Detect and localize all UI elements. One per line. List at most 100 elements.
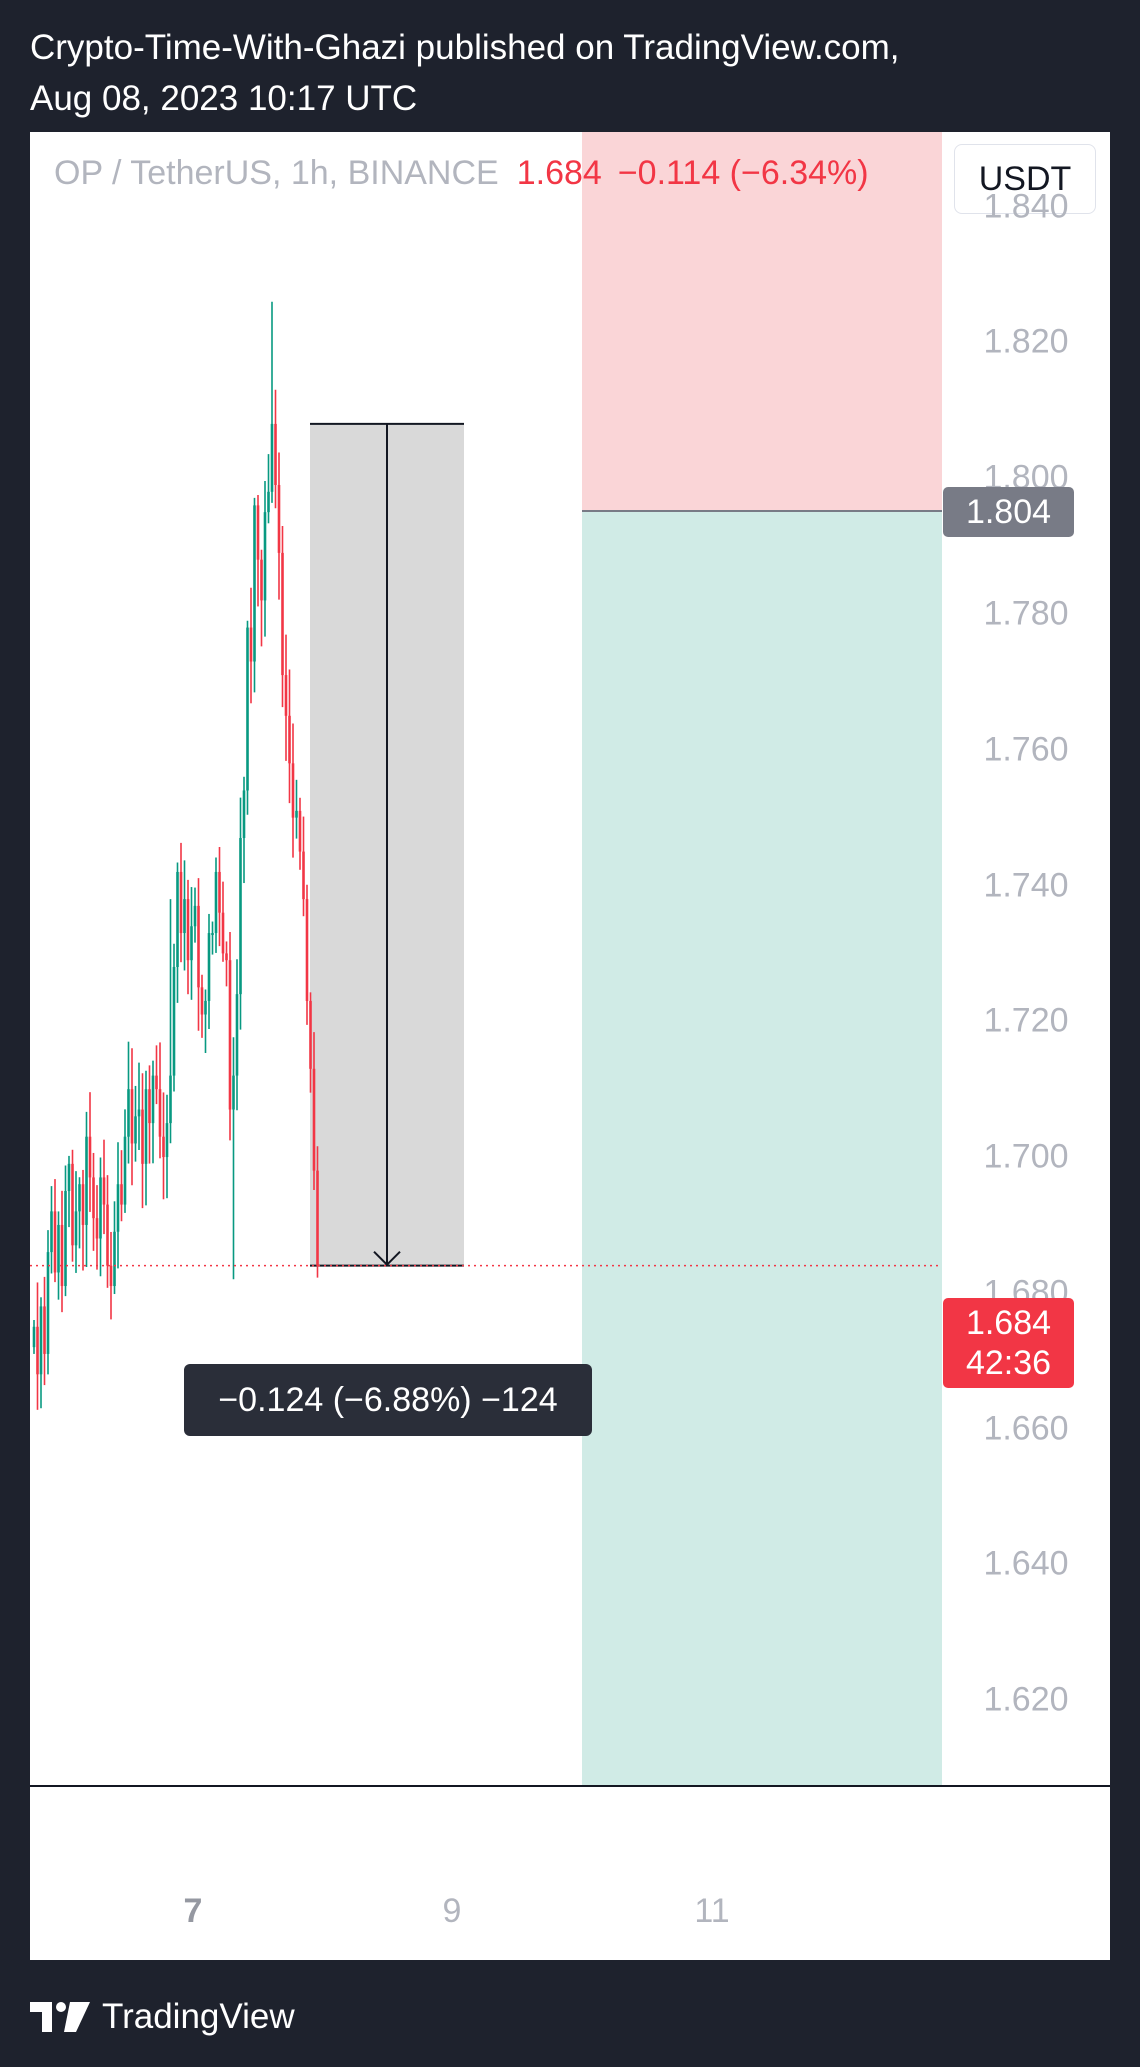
candle-body xyxy=(197,905,200,988)
candle-body xyxy=(277,485,281,553)
candle-body xyxy=(186,899,190,961)
symbol-last-price: 1.684 xyxy=(516,154,602,192)
candle-body xyxy=(113,1231,116,1287)
candle-body xyxy=(106,1204,109,1266)
candle-body xyxy=(148,1089,151,1124)
candle-body xyxy=(57,1224,60,1273)
candle-body xyxy=(298,810,302,852)
candle-body xyxy=(214,871,218,934)
candle-body xyxy=(239,838,242,995)
candle-body xyxy=(155,1075,158,1090)
candle-body xyxy=(260,559,263,601)
candle-body xyxy=(32,1326,36,1348)
candle-body xyxy=(246,627,249,791)
price-axis-tick: 1.760 xyxy=(983,730,1069,769)
short-stop-zone xyxy=(582,132,942,511)
chart-plot-area[interactable] xyxy=(30,132,942,1785)
candle-body xyxy=(232,1075,235,1110)
candle-body xyxy=(295,810,298,818)
candle-body xyxy=(102,1177,106,1205)
candle-body xyxy=(207,933,211,1001)
brand-name: TradingView xyxy=(102,1997,295,2036)
candle-body xyxy=(176,871,179,967)
level-price-tag: 1.804 xyxy=(943,487,1074,537)
candle-body xyxy=(50,1211,53,1253)
candle-body xyxy=(151,1075,155,1124)
candle-body xyxy=(158,1089,162,1137)
candle-body xyxy=(225,953,228,961)
candle-body xyxy=(190,926,193,961)
price-axis-tick: 1.640 xyxy=(983,1544,1069,1583)
candle-body xyxy=(249,627,253,662)
candle-body xyxy=(71,1163,74,1246)
candle-body xyxy=(193,905,197,927)
current-price-tag: 1.684 42:36 xyxy=(943,1298,1074,1388)
time-axis-tick: 9 xyxy=(442,1892,462,1930)
price-axis-tick: 1.660 xyxy=(983,1409,1069,1448)
candle-body xyxy=(316,1170,319,1266)
candle-body xyxy=(46,1252,50,1354)
price-axis-tick: 1.840 xyxy=(983,187,1069,226)
time-axis-divider xyxy=(30,1785,1110,1787)
candle-body xyxy=(78,1184,81,1212)
candle-body xyxy=(92,1177,95,1219)
candle-body xyxy=(130,1089,134,1144)
publication-author-line: Crypto-Time-With-Ghazi published on Trad… xyxy=(30,28,900,67)
candle-body xyxy=(99,1177,102,1239)
candle-body xyxy=(302,851,305,900)
candle-body xyxy=(312,1068,316,1171)
measure-arrow-head xyxy=(373,1250,401,1267)
candle-body xyxy=(211,933,214,936)
time-axis-tick: 11 xyxy=(694,1892,730,1930)
candle-body xyxy=(284,675,288,716)
price-axis-tick: 1.620 xyxy=(983,1680,1069,1719)
candle-body xyxy=(165,1123,169,1158)
candle-body xyxy=(267,491,270,513)
candlestick-chart xyxy=(30,301,942,1410)
candle-body xyxy=(253,505,256,662)
price-axis[interactable]: 1.840 1.820 1.800 1.780 1.760 1.740 1.720 1.700… xyxy=(942,132,1110,1785)
candle-body xyxy=(43,1306,46,1354)
candle-body xyxy=(242,790,246,839)
candle-body xyxy=(74,1211,78,1246)
candle-body xyxy=(116,1184,120,1232)
candle-body xyxy=(309,1000,312,1069)
candle-body xyxy=(123,1136,127,1205)
candle-body xyxy=(218,871,221,913)
publication-date: Aug 08, 2023 10:17 UTC xyxy=(30,79,418,118)
candle-body xyxy=(39,1306,43,1375)
short-target-zone xyxy=(582,511,942,1785)
candle-body xyxy=(36,1326,39,1375)
candle-body xyxy=(221,912,225,954)
candle-body xyxy=(281,552,284,676)
candle-body xyxy=(64,1191,67,1287)
candle-body xyxy=(134,1116,137,1144)
candle-body xyxy=(60,1224,64,1287)
chart-frame: OP / TetherUS, 1h, BINANCE 1.684 −0.114 (−… xyxy=(30,132,1110,1960)
candle-body xyxy=(204,1000,207,1015)
candle-body xyxy=(270,423,274,492)
currency-button[interactable]: USDT xyxy=(954,144,1096,214)
symbol-pair: OP / TetherUS, 1h, BINANCE xyxy=(54,154,499,192)
symbol-change: −0.114 (−6.34%) xyxy=(617,154,869,192)
candle-body xyxy=(288,715,291,764)
candle-body xyxy=(305,899,309,1001)
entry-level-line xyxy=(582,510,942,512)
time-axis-tick: 7 xyxy=(183,1892,203,1930)
candle-body xyxy=(109,1265,113,1287)
candle-body xyxy=(127,1089,130,1137)
candle-body xyxy=(228,960,232,1110)
price-axis-tick: 1.780 xyxy=(983,594,1069,633)
measure-label: −0.124 (−6.88%) −124 xyxy=(184,1364,592,1436)
price-axis-tick: 1.740 xyxy=(983,866,1069,905)
candle-body xyxy=(85,1136,88,1225)
candle-body xyxy=(81,1184,85,1225)
symbol-legend: OP / TetherUS, 1h, BINANCE 1.684 −0.114 (−… xyxy=(54,154,869,193)
candle-body xyxy=(95,1218,99,1239)
candle-body xyxy=(141,1109,144,1164)
candle-body xyxy=(235,994,239,1076)
candle-body xyxy=(172,966,176,1076)
candle-body xyxy=(179,871,183,934)
tradingview-brand[interactable]: TradingView xyxy=(30,1992,295,2042)
candle-body xyxy=(120,1184,123,1205)
